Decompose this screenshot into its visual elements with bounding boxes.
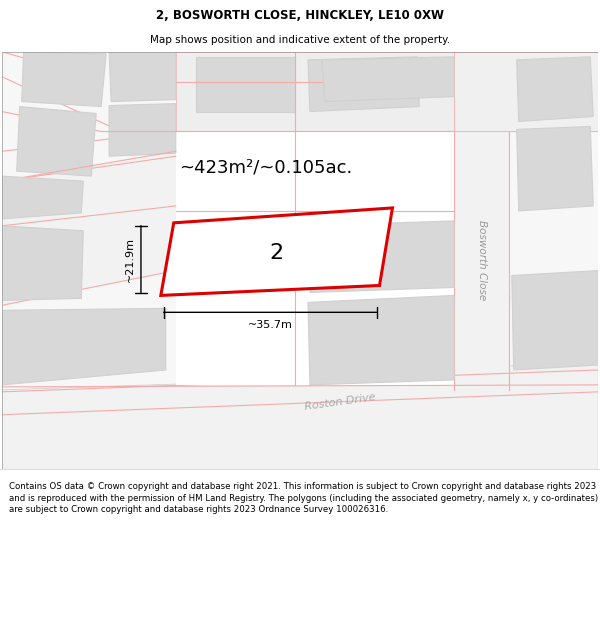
Text: Contains OS data © Crown copyright and database right 2021. This information is : Contains OS data © Crown copyright and d…	[9, 482, 598, 514]
Polygon shape	[22, 52, 106, 106]
Polygon shape	[512, 271, 598, 370]
Text: Bosworth Close: Bosworth Close	[477, 221, 487, 301]
Polygon shape	[2, 308, 166, 385]
Polygon shape	[176, 131, 454, 385]
Text: 2: 2	[269, 243, 284, 263]
Text: Map shows position and indicative extent of the property.: Map shows position and indicative extent…	[150, 36, 450, 46]
Text: 2, BOSWORTH CLOSE, HINCKLEY, LE10 0XW: 2, BOSWORTH CLOSE, HINCKLEY, LE10 0XW	[156, 9, 444, 22]
Polygon shape	[454, 52, 509, 390]
Polygon shape	[161, 208, 392, 296]
Polygon shape	[17, 106, 96, 176]
Polygon shape	[109, 52, 176, 102]
Polygon shape	[517, 57, 593, 121]
Polygon shape	[517, 126, 593, 211]
Polygon shape	[322, 57, 454, 102]
Polygon shape	[2, 151, 176, 306]
Text: Roston Drive: Roston Drive	[304, 392, 376, 412]
Polygon shape	[2, 226, 83, 301]
Polygon shape	[308, 57, 419, 111]
Polygon shape	[308, 296, 454, 385]
Polygon shape	[196, 57, 295, 111]
Polygon shape	[2, 176, 83, 219]
Polygon shape	[454, 52, 598, 131]
Text: ~423m²/~0.105ac.: ~423m²/~0.105ac.	[179, 158, 352, 176]
Polygon shape	[176, 52, 454, 131]
Polygon shape	[308, 221, 454, 292]
Polygon shape	[454, 52, 598, 131]
Polygon shape	[2, 360, 598, 469]
Text: ~21.9m: ~21.9m	[125, 237, 135, 282]
Polygon shape	[109, 104, 176, 156]
Text: ~35.7m: ~35.7m	[248, 320, 293, 330]
